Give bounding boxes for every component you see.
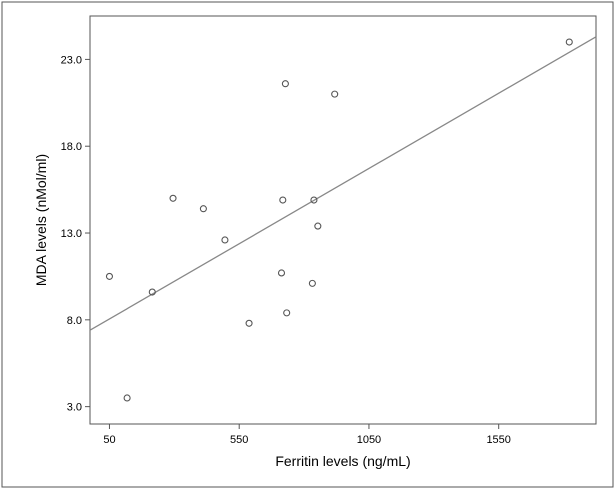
data-point: [199, 205, 207, 213]
y-tick-label: 8.0: [67, 315, 82, 327]
data-point: [283, 309, 291, 317]
y-tick-label: 23.0: [61, 54, 82, 66]
markers-group: [105, 38, 573, 402]
data-point: [123, 394, 131, 402]
x-tick-label: 550: [230, 434, 248, 446]
data-point: [331, 90, 339, 98]
x-axis-title: Ferritin levels (ng/mL): [275, 453, 410, 469]
plot-frame: [89, 15, 597, 425]
y-tick-label: 18.0: [61, 141, 82, 153]
data-point: [169, 194, 177, 202]
fit-line-group: [89, 36, 597, 331]
y-tick-label: 3.0: [67, 402, 82, 414]
y-tick-label: 13.0: [61, 228, 82, 240]
data-point: [105, 272, 114, 280]
x-tick-label: 1050: [357, 434, 381, 446]
data-point: [245, 319, 253, 327]
data-point: [221, 236, 229, 244]
x-tick-label: 50: [103, 434, 115, 446]
data-point: [565, 38, 573, 46]
data-point: [310, 196, 318, 204]
data-point: [277, 269, 286, 277]
data-point: [281, 80, 289, 88]
data-point: [308, 279, 316, 287]
ticks-group: 50 550 1050 1550 3.0 8.0 13.0 18.0 23.0: [61, 54, 511, 446]
x-tick-label: 1550: [486, 434, 510, 446]
fit-line: [89, 36, 597, 331]
data-point: [314, 222, 322, 230]
data-point: [279, 196, 287, 204]
data-point: [148, 288, 156, 296]
y-axis-title: MDA levels (nMol/ml): [33, 154, 49, 286]
